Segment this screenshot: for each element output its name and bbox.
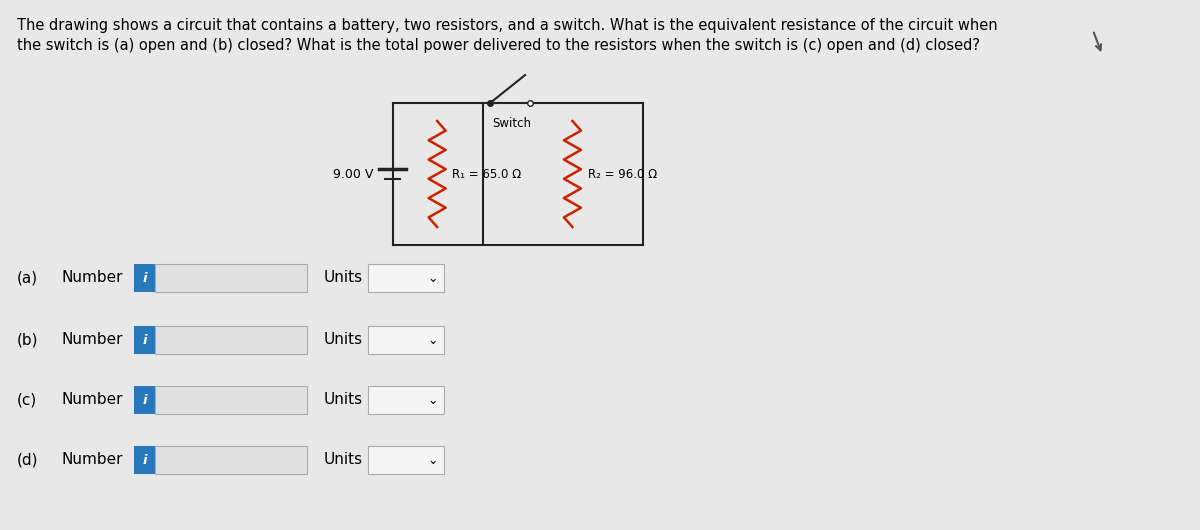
Text: The drawing shows a circuit that contains a battery, two resistors, and a switch: The drawing shows a circuit that contain… bbox=[17, 18, 997, 33]
Text: Units: Units bbox=[324, 270, 362, 286]
Text: R₂ = 96.0 Ω: R₂ = 96.0 Ω bbox=[588, 167, 656, 181]
Bar bbox=[155, 446, 306, 474]
Text: i: i bbox=[143, 333, 148, 347]
Text: 9.00 V: 9.00 V bbox=[334, 167, 373, 181]
Text: i: i bbox=[143, 271, 148, 285]
Bar bbox=[368, 326, 444, 354]
Text: the switch is (a) open and (b) closed? What is the total power delivered to the : the switch is (a) open and (b) closed? W… bbox=[17, 38, 980, 53]
Bar bbox=[155, 326, 306, 354]
Text: (c): (c) bbox=[17, 393, 37, 408]
Text: Number: Number bbox=[61, 393, 124, 408]
Bar bbox=[155, 386, 306, 414]
Text: Switch: Switch bbox=[492, 117, 532, 130]
Bar bbox=[134, 446, 155, 474]
Text: (a): (a) bbox=[17, 270, 38, 286]
Text: i: i bbox=[143, 454, 148, 466]
Text: Units: Units bbox=[324, 453, 362, 467]
Bar bbox=[134, 264, 155, 292]
Text: Units: Units bbox=[324, 332, 362, 348]
Text: ⌄: ⌄ bbox=[427, 394, 438, 408]
Bar bbox=[368, 446, 444, 474]
Text: Number: Number bbox=[61, 332, 124, 348]
Text: Units: Units bbox=[324, 393, 362, 408]
Text: ⌄: ⌄ bbox=[427, 272, 438, 286]
Text: (b): (b) bbox=[17, 332, 38, 348]
Text: ⌄: ⌄ bbox=[427, 334, 438, 348]
Text: ⌄: ⌄ bbox=[427, 455, 438, 467]
Bar bbox=[134, 386, 155, 414]
Text: i: i bbox=[143, 393, 148, 407]
Text: Number: Number bbox=[61, 270, 124, 286]
Bar bbox=[155, 264, 306, 292]
Bar bbox=[134, 326, 155, 354]
Text: (d): (d) bbox=[17, 453, 38, 467]
Text: R₁ = 65.0 Ω: R₁ = 65.0 Ω bbox=[452, 167, 522, 181]
Bar bbox=[368, 386, 444, 414]
Text: Number: Number bbox=[61, 453, 124, 467]
Bar bbox=[368, 264, 444, 292]
